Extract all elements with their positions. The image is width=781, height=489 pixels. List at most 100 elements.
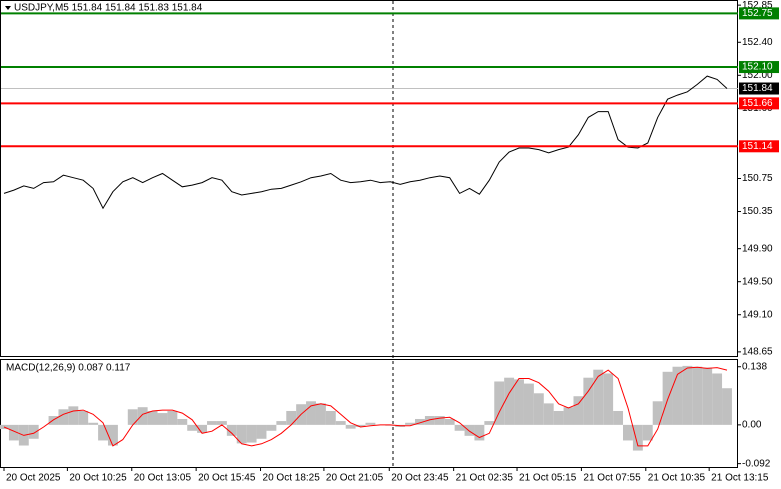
- macd-bar: [514, 379, 524, 425]
- macd-bar: [137, 407, 148, 425]
- macd-bar: [464, 424, 475, 436]
- level-label-box: [739, 61, 779, 74]
- macd-bar: [434, 416, 445, 425]
- macd-bar: [78, 410, 89, 425]
- macd-bar: [365, 422, 376, 425]
- macd-bar: [722, 388, 732, 425]
- x-tick-label: 20 Oct 23:45: [391, 473, 449, 484]
- macd-bar: [167, 410, 178, 425]
- macd-bar: [652, 401, 663, 425]
- y-tick-label: 149.50: [742, 276, 773, 287]
- macd-bar: [623, 424, 633, 441]
- macd-panel: [0, 359, 738, 468]
- macd-bar: [632, 424, 643, 451]
- macd-bar: [712, 373, 723, 425]
- macd-bar: [335, 421, 346, 425]
- macd-bar: [197, 424, 208, 433]
- macd-bar: [494, 381, 505, 425]
- x-tick-label: 21 Oct 13:15: [711, 473, 769, 484]
- level-label: 151.66: [742, 98, 773, 109]
- macd-bar: [177, 418, 188, 425]
- macd-bar: [672, 366, 683, 425]
- macd-bar: [543, 403, 554, 425]
- level-label-box: [739, 97, 779, 110]
- current-price-label: 151.84: [742, 83, 773, 94]
- macd-bar: [405, 422, 416, 425]
- y-tick-label: 148.65: [742, 347, 773, 358]
- y-tick-label: 152.00: [742, 70, 773, 81]
- x-tick-label: 20 Oct 13:05: [134, 473, 192, 484]
- macd-bar: [88, 422, 99, 425]
- y-tick-label: 152.40: [742, 37, 773, 48]
- macd-bar: [504, 377, 515, 425]
- y-tick-label: 150.35: [742, 206, 773, 217]
- macd-bar: [523, 383, 534, 425]
- macd-bar: [246, 424, 257, 443]
- y-tick-label: -0.092: [742, 458, 771, 469]
- macd-bar: [573, 396, 584, 425]
- macd-bar: [8, 424, 19, 441]
- macd-bar: [603, 373, 614, 425]
- macd-bar: [207, 421, 217, 425]
- macd-bar: [682, 365, 693, 425]
- macd-bar: [533, 393, 544, 425]
- macd-bar: [692, 366, 703, 425]
- macd-bar: [325, 410, 336, 425]
- macd-bar: [553, 410, 564, 425]
- macd-bar: [474, 424, 485, 441]
- macd-bar: [454, 424, 465, 431]
- macd-bar: [415, 418, 425, 425]
- macd-bar: [216, 421, 227, 425]
- y-tick-label: 152.85: [742, 0, 773, 11]
- level-label: 152.10: [742, 62, 773, 73]
- y-tick-label: 0.138: [742, 361, 767, 372]
- macd-bar: [157, 413, 168, 425]
- macd-bar: [315, 403, 326, 425]
- macd-bar: [48, 416, 59, 425]
- price-panel: [0, 0, 738, 357]
- macd-bar: [444, 418, 455, 425]
- macd-bar: [306, 401, 316, 425]
- y-tick-label: 149.10: [742, 309, 773, 320]
- macd-bar: [226, 424, 237, 436]
- macd-bar: [702, 367, 713, 425]
- level-label-box: [739, 7, 779, 20]
- macd-bar: [256, 424, 267, 439]
- macd-bar: [484, 421, 495, 425]
- level-label: 152.75: [742, 8, 773, 19]
- macd-bar: [355, 424, 366, 427]
- macd-title: MACD(12,26,9) 0.087 0.117: [6, 363, 131, 374]
- price-line: [3, 75, 728, 210]
- macd-bar: [68, 406, 79, 425]
- macd-bar: [236, 424, 247, 444]
- macd-bar: [28, 424, 39, 439]
- x-tick-label: 21 Oct 02:35: [456, 473, 514, 484]
- x-tick-label: 21 Oct 05:15: [519, 473, 577, 484]
- signal-line: [3, 366, 728, 447]
- y-tick-label: 0.00: [742, 420, 762, 431]
- level-label-box: [739, 140, 779, 153]
- macd-bar: [127, 409, 138, 425]
- macd-bar: [613, 410, 624, 425]
- menu-triangle: [5, 6, 11, 10]
- macd-bar: [642, 424, 653, 441]
- y-tick-label: 150.75: [742, 173, 773, 184]
- macd-bar: [583, 377, 594, 425]
- x-tick-label: 20 Oct 10:25: [69, 473, 127, 484]
- macd-bar: [58, 409, 69, 425]
- level-label: 151.14: [742, 141, 773, 152]
- macd-bar: [276, 421, 287, 425]
- macd-bar: [187, 424, 198, 431]
- macd-bar: [563, 407, 574, 425]
- macd-bar: [286, 410, 297, 425]
- chart-title: USDJPY,M5 151.84 151.84 151.83 151.84: [14, 3, 203, 14]
- macd-bar: [424, 416, 435, 425]
- x-tick-label: 21 Oct 10:35: [648, 473, 706, 484]
- x-tick-label: 21 Oct 07:55: [583, 473, 641, 484]
- x-tick-label: 20 Oct 21:05: [326, 473, 384, 484]
- macd-bar: [266, 424, 277, 431]
- y-tick-label: 149.90: [742, 243, 773, 254]
- x-tick-label: 20 Oct 2025: [6, 473, 61, 484]
- x-tick-label: 20 Oct 15:45: [198, 473, 256, 484]
